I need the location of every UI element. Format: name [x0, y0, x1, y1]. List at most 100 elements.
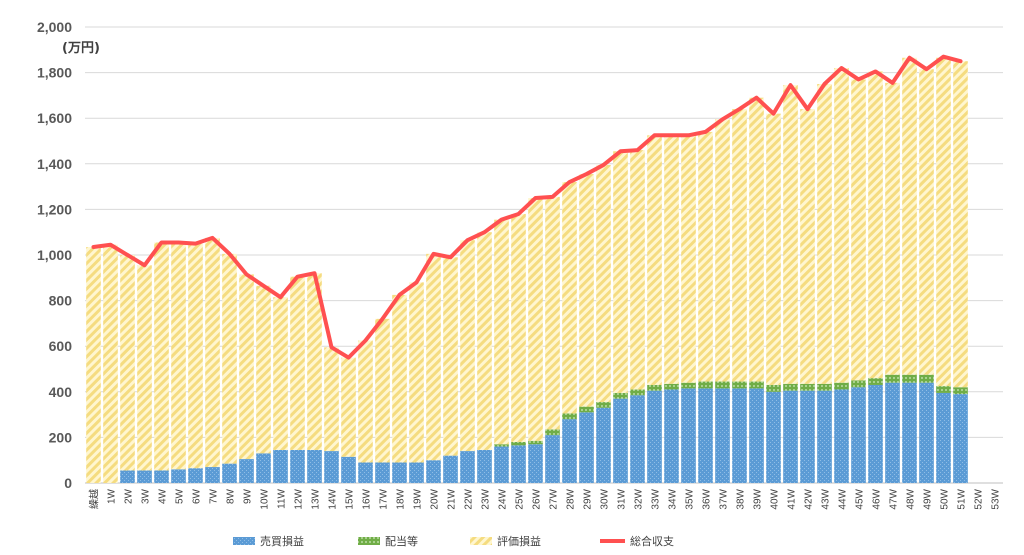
bar-valuation	[919, 69, 934, 375]
bar-trade	[477, 449, 492, 483]
y-tick-label: 1,600	[37, 110, 72, 126]
bar-valuation	[86, 247, 101, 483]
x-tick-label: 10W	[260, 488, 271, 509]
bar-dividend	[630, 389, 645, 396]
bar-trade	[953, 394, 968, 483]
legend-label-total: 総合収支	[630, 534, 674, 548]
bar-valuation	[681, 135, 696, 383]
y-tick-label: 1,200	[37, 201, 72, 217]
x-tick-label: 41W	[787, 488, 798, 509]
bar-valuation	[834, 68, 849, 383]
x-tick-label: 4W	[158, 488, 169, 504]
bar-trade	[120, 470, 135, 483]
x-tick-label: 28W	[566, 488, 577, 509]
x-tick-label: 52W	[974, 488, 985, 509]
x-tick-label: 42W	[804, 488, 815, 509]
bar-dividend	[596, 402, 611, 408]
bar-valuation	[885, 82, 900, 375]
bar-valuation	[273, 297, 288, 450]
bar-trade	[205, 467, 220, 483]
x-tick-label: 29W	[583, 488, 594, 509]
legend-swatch-valuation	[470, 537, 492, 545]
x-tick-label: 16W	[362, 488, 373, 509]
x-tick-label: 45W	[855, 488, 866, 509]
bar-trade	[545, 435, 560, 483]
bar-trade	[749, 388, 764, 483]
bar-valuation	[851, 79, 866, 381]
x-tick-label: 17W	[379, 488, 390, 509]
bar-valuation	[392, 294, 407, 463]
x-tick-label: 49W	[923, 488, 934, 509]
x-tick-label: 19W	[413, 488, 424, 509]
bar-dividend	[953, 387, 968, 395]
legend: 売買損益 配当等 評価損益 総合収支	[233, 534, 674, 548]
bar-valuation	[290, 276, 305, 450]
y-tick-label: 600	[49, 338, 73, 354]
bar-trade	[290, 449, 305, 483]
bar-trade	[273, 449, 288, 483]
bar-trade	[732, 388, 747, 483]
bar-dividend	[494, 444, 509, 447]
bar-dividend	[766, 384, 781, 392]
bar-valuation	[698, 131, 713, 382]
bar-trade	[154, 470, 169, 483]
x-tick-label: 15W	[345, 488, 356, 509]
x-tick-label: 34W	[668, 488, 679, 509]
x-tick-label: 12W	[294, 488, 305, 509]
x-tick-label: 31W	[617, 488, 628, 509]
x-tick-label: 37W	[719, 488, 730, 509]
bar-dividend	[613, 392, 628, 399]
x-tick-label: 36W	[702, 488, 713, 509]
x-tick-label: 53W	[991, 488, 1002, 509]
bar-dividend	[783, 383, 798, 391]
total-line	[91, 54, 963, 360]
y-tick-label: 400	[49, 384, 73, 400]
y-tick-label: 1,800	[37, 65, 72, 81]
bar-dividend	[698, 381, 713, 389]
bar-valuation	[511, 213, 526, 442]
bar-trade	[596, 407, 611, 483]
x-tick-label: 25W	[515, 488, 526, 509]
bar-valuation	[324, 347, 339, 452]
x-tick-label: 2W	[124, 488, 135, 504]
bar-trade	[341, 456, 356, 483]
bar-trade	[392, 462, 407, 483]
x-tick-label: 8W	[226, 488, 237, 504]
bar-trade	[698, 388, 713, 483]
bar-valuation	[800, 109, 815, 384]
x-tick-label: 51W	[957, 488, 968, 509]
bar-trade	[494, 446, 509, 483]
x-axis-ticks: 繰越 1W 2W 3W 4W 5W 6W 7W 8W 9W 10W 11W 12W 13W 14W 15W 16…	[88, 488, 1002, 509]
bar-valuation	[766, 113, 781, 385]
bar-trade	[766, 391, 781, 483]
legend-swatch-dividend	[358, 537, 380, 545]
bar-trade	[324, 451, 339, 483]
bar-trade	[902, 382, 917, 483]
bar-valuation	[647, 135, 662, 385]
x-tick-label: 35W	[685, 488, 696, 509]
x-tick-label: 30W	[600, 488, 611, 509]
bars	[86, 57, 968, 483]
bar-trade	[851, 387, 866, 483]
x-tick-label: 46W	[872, 488, 883, 509]
bar-trade	[681, 388, 696, 483]
bar-valuation	[222, 253, 237, 464]
x-tick-label: 23W	[481, 488, 492, 509]
bar-trade	[528, 444, 543, 483]
x-tick-label: 7W	[209, 488, 220, 504]
bar-dividend	[868, 378, 883, 385]
y-tick-label: 1,400	[37, 156, 72, 172]
bar-valuation	[375, 318, 390, 463]
bar-valuation	[307, 273, 322, 450]
x-tick-label: 27W	[549, 488, 560, 509]
total-balance-line	[91, 54, 963, 360]
bar-dividend	[528, 440, 543, 445]
bar-trade	[647, 390, 662, 483]
y-tick-label: 800	[49, 293, 73, 309]
x-tick-label: 3W	[141, 488, 152, 504]
bar-trade	[664, 389, 679, 483]
x-tick-label: 繰越	[88, 489, 101, 509]
bar-trade	[171, 469, 186, 483]
bar-trade	[919, 382, 934, 483]
bar-trade	[885, 382, 900, 483]
